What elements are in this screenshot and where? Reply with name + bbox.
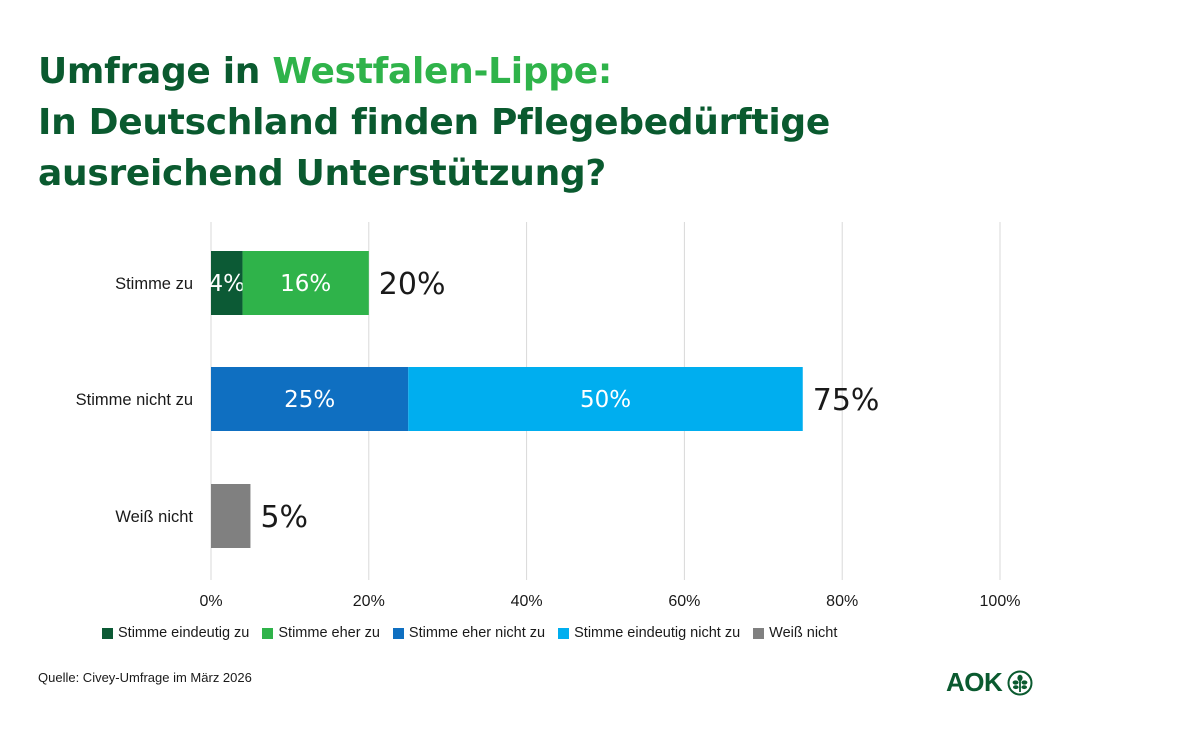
- legend-swatch: [392, 627, 404, 639]
- legend-label: Stimme eindeutig nicht zu: [574, 625, 741, 641]
- x-tick-label: 60%: [668, 593, 700, 610]
- chart-title: Umfrage in Westfalen-Lippe: In Deutschla…: [38, 46, 830, 199]
- title-line2: In Deutschland finden Pflegebedürftige: [38, 102, 830, 143]
- category-label: Stimme nicht zu: [76, 391, 193, 409]
- title-line1-prefix: Umfrage in: [38, 51, 273, 92]
- chart-legend: Stimme eindeutig zu Stimme eher zu Stimme …: [102, 622, 850, 644]
- legend-label: Stimme eher nicht zu: [408, 625, 546, 641]
- legend-swatch: [102, 627, 113, 639]
- aok-logo: AOK: [946, 667, 1033, 698]
- title-line3: ausreichend Unterstützung?: [38, 153, 606, 194]
- bar-segment: [408, 367, 803, 431]
- legend-swatch: [558, 627, 570, 639]
- x-tick-label: 40%: [511, 593, 543, 610]
- bar-segment: [242, 251, 369, 315]
- title-line1-highlight: Westfalen-Lippe:: [272, 51, 612, 92]
- segment-value-label: 16%: [280, 271, 331, 297]
- logo-text: AOK: [946, 667, 1003, 697]
- x-tick-label: 80%: [826, 593, 858, 610]
- bar-segment: [211, 367, 409, 431]
- x-tick-label: 0%: [199, 593, 222, 610]
- segment-value-label: 50%: [580, 387, 631, 413]
- legend-item: Stimme eindeutig nicht zu: [558, 625, 740, 641]
- bar-segment: [211, 251, 243, 315]
- legend-label: Stimme eindeutig zu: [118, 625, 250, 641]
- legend-item: Stimme eher nicht zu: [392, 625, 546, 641]
- legend-item: Weiß nicht: [753, 625, 837, 641]
- legend-item: Stimme eher zu: [262, 625, 380, 641]
- legend-swatch: [753, 627, 765, 639]
- source-note: Quelle: Civey-Umfrage im März 2026: [38, 670, 252, 685]
- x-tick-label: 100%: [980, 593, 1021, 610]
- legend-item: Stimme eindeutig zu: [102, 625, 249, 641]
- total-value-label: 5%: [260, 500, 308, 535]
- bar-segment: [211, 484, 251, 548]
- legend-swatch: [262, 627, 274, 639]
- total-value-label: 20%: [379, 267, 446, 302]
- aok-tree-logo-icon: [1007, 670, 1033, 695]
- legend-label: Stimme eher zu: [278, 625, 380, 641]
- segment-value-label: 25%: [284, 387, 335, 413]
- total-value-label: 75%: [813, 383, 880, 418]
- segment-value-label: 4%: [209, 271, 246, 297]
- x-tick-label: 20%: [353, 593, 385, 610]
- category-label: Stimme zu: [115, 275, 193, 293]
- category-label: Weiß nicht: [115, 508, 193, 526]
- bar-chart: 0% 20% 40% 60% 80% 100% Stimme zu Stimme nicht …: [76, 222, 1021, 610]
- legend-label: Weiß nicht: [769, 625, 838, 641]
